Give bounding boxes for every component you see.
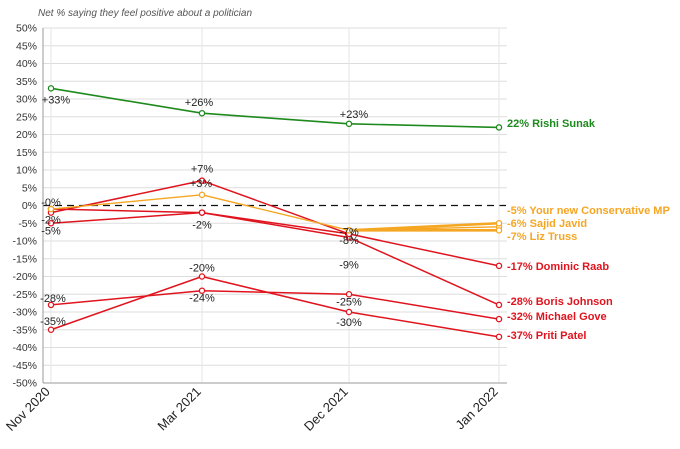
data-point xyxy=(47,301,55,309)
series-line xyxy=(50,194,500,232)
data-labels: +33% +26% +23% -0% +3% -7% -2% +7% -8% -2% -9% -28%… xyxy=(40,94,368,329)
y-tick-label: 0% xyxy=(22,200,37,212)
data-point xyxy=(47,219,55,227)
data-label: -5% xyxy=(41,225,61,237)
data-label: -9% xyxy=(339,259,359,271)
data-point xyxy=(47,326,55,333)
y-tick-label: 35% xyxy=(16,76,37,88)
data-point xyxy=(345,290,353,298)
data-point xyxy=(345,227,353,234)
y-tick-label: 30% xyxy=(16,94,37,106)
data-point xyxy=(495,333,503,341)
series-end-label: -28% Boris Johnson xyxy=(507,296,613,308)
data-point xyxy=(198,191,206,199)
series-end-label: -32% Michael Gove xyxy=(507,311,607,323)
data-label: -2% xyxy=(41,215,61,227)
y-tick-label: 45% xyxy=(16,40,37,52)
y-tick-label: -5% xyxy=(18,218,37,230)
data-point xyxy=(495,262,503,270)
data-label: -2% xyxy=(192,220,212,232)
y-tick-label: -15% xyxy=(12,253,37,265)
data-point xyxy=(198,209,206,216)
y-tick-label: -20% xyxy=(12,271,37,283)
data-label: -7% xyxy=(339,226,359,238)
y-tick-label: -10% xyxy=(12,236,37,248)
data-label: +7% xyxy=(191,164,214,176)
data-label: -35% xyxy=(40,316,66,328)
data-point xyxy=(495,227,503,234)
y-tick-label: 10% xyxy=(16,165,37,177)
data-label: -30% xyxy=(336,317,362,329)
data-point xyxy=(345,120,353,128)
series-line xyxy=(50,289,500,320)
data-point xyxy=(198,273,206,280)
series-labels: 22% Rishi Sunak -5% Your new Conservative… xyxy=(507,118,670,342)
data-label: +33% xyxy=(42,94,71,106)
y-tick-label: 15% xyxy=(16,147,37,159)
series-end-label: -17% Dominic Raab xyxy=(507,261,609,273)
data-label: -20% xyxy=(189,263,215,275)
data-label: -25% xyxy=(336,296,362,308)
x-tick-label: Nov 2020 xyxy=(3,384,53,434)
series-lines xyxy=(47,85,503,341)
data-point xyxy=(198,287,206,294)
y-tick-label: -40% xyxy=(12,342,37,354)
series-end-label: 22% Rishi Sunak xyxy=(507,118,596,130)
series-line xyxy=(348,221,500,232)
data-point xyxy=(495,219,503,227)
series-end-label: -5% Your new Conservative MP xyxy=(507,205,670,217)
y-tick-label: 50% xyxy=(16,23,37,35)
series-end-label: -7% Liz Truss xyxy=(507,231,577,243)
data-point xyxy=(345,308,353,316)
y-tick-label: -35% xyxy=(12,324,37,336)
y-tick-label: -45% xyxy=(12,360,37,372)
y-tick-label: 25% xyxy=(16,111,37,123)
chart-title: Net % saying they feel positive about a … xyxy=(38,8,252,19)
series-line xyxy=(50,208,500,306)
data-label: +23% xyxy=(340,109,369,121)
data-point xyxy=(495,124,503,131)
data-label: +26% xyxy=(185,97,214,109)
x-tick-label: Dec 2021 xyxy=(301,384,351,434)
series-line xyxy=(50,179,500,267)
x-tick-label: Mar 2021 xyxy=(154,384,203,433)
data-label: -28% xyxy=(40,293,66,305)
y-axis: 50% 45% 40% 35% 30% 25% 20% 15% 10% 5% 0% -5% -10% -1… xyxy=(12,23,44,390)
data-point xyxy=(47,205,55,213)
data-point xyxy=(198,177,206,184)
y-tick-label: -25% xyxy=(12,289,37,301)
data-point xyxy=(198,109,206,117)
y-tick-label: -50% xyxy=(12,378,37,390)
data-point xyxy=(47,85,55,92)
data-point xyxy=(495,315,503,323)
data-label: -8% xyxy=(339,235,359,247)
grid-lines xyxy=(43,27,507,384)
y-tick-label: -30% xyxy=(12,307,37,319)
x-tick-label: Jan 2022 xyxy=(452,384,500,432)
x-axis: Nov 2020 Mar 2021 Dec 2021 Jan 2022 xyxy=(3,382,507,434)
y-tick-label: 5% xyxy=(22,182,37,194)
y-tick-label: 40% xyxy=(16,58,37,70)
series-line xyxy=(50,87,500,129)
y-tick-label: 20% xyxy=(16,129,37,141)
series-line xyxy=(50,275,500,338)
data-label: -24% xyxy=(189,293,215,305)
series-end-label: -6% Sajid Javid xyxy=(507,218,587,230)
data-label: -0% xyxy=(41,197,61,209)
data-point xyxy=(495,301,503,309)
series-end-label: -37% Priti Patel xyxy=(507,330,586,342)
data-label: +3% xyxy=(190,178,213,190)
